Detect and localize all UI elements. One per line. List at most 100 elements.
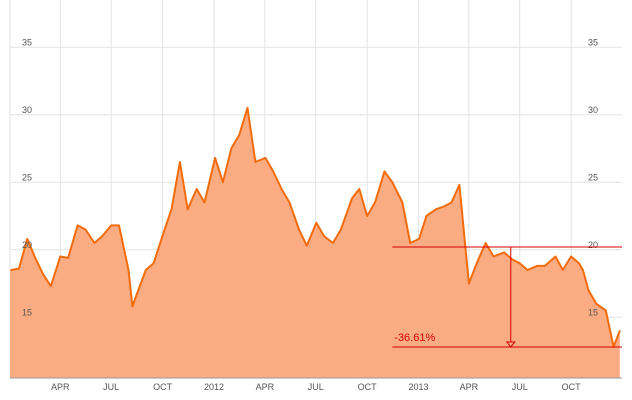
data-point-2012-07-02 <box>315 222 318 224</box>
x-axis: APR JUL OCT 2012 APR JUL OCT 2013 APR JUL OCT <box>51 382 581 392</box>
data-point-2012-12-17 <box>409 242 412 244</box>
y-tick-left-35: 35 <box>22 37 32 47</box>
data-point-2012-08-15 <box>340 228 342 231</box>
y-tick-left-15: 15 <box>22 307 32 317</box>
data-point-2012-07-16 <box>323 235 325 238</box>
data-point-2012-09-04 <box>351 197 353 200</box>
data-point-2013-10-15 <box>578 262 580 265</box>
y-tick-left-30: 30 <box>22 105 32 115</box>
y-tick-right-30: 30 <box>588 105 598 115</box>
data-point-2011-06-01 <box>93 242 96 244</box>
y-tick-left-25: 25 <box>22 172 32 182</box>
data-point-2013-03-15 <box>458 184 461 186</box>
data-point-2012-04-16 <box>272 170 275 173</box>
x-tick-5: JUL <box>308 382 324 392</box>
data-point-2012-01-03 <box>214 157 216 159</box>
data-point-2013-01-02 <box>418 238 420 240</box>
data-point-2013-02-15 <box>442 205 445 208</box>
data-point-2011-10-03 <box>162 231 165 233</box>
data-point-2012-02-15 <box>238 134 240 136</box>
x-tick-4: APR <box>256 382 275 392</box>
data-point-2011-05-16 <box>84 228 87 231</box>
data-point-2013-10-01 <box>570 255 572 258</box>
data-point-2013-07-01 <box>518 262 521 265</box>
x-tick-6: OCT <box>358 382 378 392</box>
y-tick-left-20: 20 <box>22 240 32 250</box>
y-axis-left: 15 20 25 30 35 <box>22 37 32 317</box>
data-point-2013-11-01 <box>587 289 590 292</box>
data-point-2011-12-15 <box>203 201 206 204</box>
x-tick-0: APR <box>51 382 70 392</box>
data-point-2013-11-15 <box>595 303 598 305</box>
x-tick-9: JUL <box>512 382 528 392</box>
data-point-2013-10-22 <box>582 269 584 271</box>
data-point-2011-04-15 <box>67 257 69 259</box>
change-percent-label: -36.61% <box>394 332 435 344</box>
price-area <box>10 108 620 378</box>
y-axis-right: 15 20 25 30 35 <box>588 37 598 317</box>
data-point-2011-03-15 <box>50 285 52 288</box>
x-tick-10: OCT <box>562 382 582 392</box>
data-point-2013-12-27 <box>619 330 621 332</box>
data-point-2012-11-15 <box>391 181 394 183</box>
data-point-2011-10-17 <box>170 208 173 211</box>
data-point-2013-09-16 <box>562 269 564 271</box>
data-point-2011-06-15 <box>101 235 103 238</box>
data-point-2012-06-01 <box>298 228 300 231</box>
y-tick-right-20: 20 <box>588 240 598 250</box>
y-tick-right-35: 35 <box>588 37 598 47</box>
data-point-2012-01-17 <box>222 181 224 183</box>
data-point-2011-02-14 <box>33 255 36 258</box>
data-point-2011-08-08 <box>131 305 134 308</box>
data-point-2012-10-01 <box>366 215 368 217</box>
data-point-2013-07-15 <box>526 269 529 271</box>
data-point-2011-04-01 <box>59 255 62 258</box>
data-point-2012-08-01 <box>332 242 334 244</box>
data-point-2012-03-01 <box>246 107 249 109</box>
data-point-2012-05-15 <box>288 201 291 204</box>
x-tick-1: JUL <box>103 382 119 392</box>
data-point-2011-03-01 <box>42 273 44 275</box>
y-tick-right-15: 15 <box>588 307 598 317</box>
data-point-2013-08-15 <box>544 265 546 267</box>
data-point-2011-12-01 <box>195 188 198 190</box>
data-point-2013-12-02 <box>605 309 607 312</box>
data-point-2013-05-01 <box>484 242 487 244</box>
data-point-2012-05-01 <box>280 188 283 190</box>
x-tick-8: APR <box>460 382 479 392</box>
data-point-2013-05-15 <box>492 255 495 258</box>
data-point-2012-06-15 <box>306 244 308 247</box>
data-point-2011-08-01 <box>127 269 130 271</box>
data-point-2012-03-15 <box>254 161 257 163</box>
data-point-2012-04-02 <box>264 157 267 159</box>
data-point-2012-09-17 <box>358 188 361 190</box>
data-point-2013-06-17 <box>511 258 513 261</box>
data-point-2012-02-01 <box>230 147 233 150</box>
data-point-2011-09-15 <box>152 262 155 265</box>
y-tick-right-25: 25 <box>588 172 598 182</box>
data-point-2013-04-01 <box>468 282 470 285</box>
change-annotation: -36.61% <box>392 246 622 348</box>
change-arrow-head <box>505 341 516 348</box>
data-point-2011-07-01 <box>110 224 112 227</box>
data-point-2011-11-15 <box>186 208 189 211</box>
data-point-2011-07-15 <box>118 224 120 227</box>
data-point-2011-09-01 <box>145 269 147 271</box>
x-tick-2: OCT <box>153 382 173 392</box>
x-tick-7: 2013 <box>409 382 429 392</box>
data-point-2011-02-01 <box>26 238 29 240</box>
data-point-2012-10-15 <box>374 201 376 204</box>
price-points <box>10 107 621 348</box>
data-point-2013-03-01 <box>450 201 453 204</box>
data-point-2013-04-15 <box>475 262 478 265</box>
data-point-2011-08-15 <box>135 294 138 297</box>
data-point-2011-05-02 <box>76 224 79 227</box>
data-point-2012-12-03 <box>401 201 404 204</box>
x-tick-3: 2012 <box>204 382 224 392</box>
data-point-2011-01-03 <box>10 269 12 271</box>
data-point-2013-08-01 <box>536 265 538 267</box>
data-point-2013-06-03 <box>503 251 505 254</box>
data-point-2013-09-03 <box>554 255 557 258</box>
data-point-2013-02-01 <box>435 208 437 211</box>
